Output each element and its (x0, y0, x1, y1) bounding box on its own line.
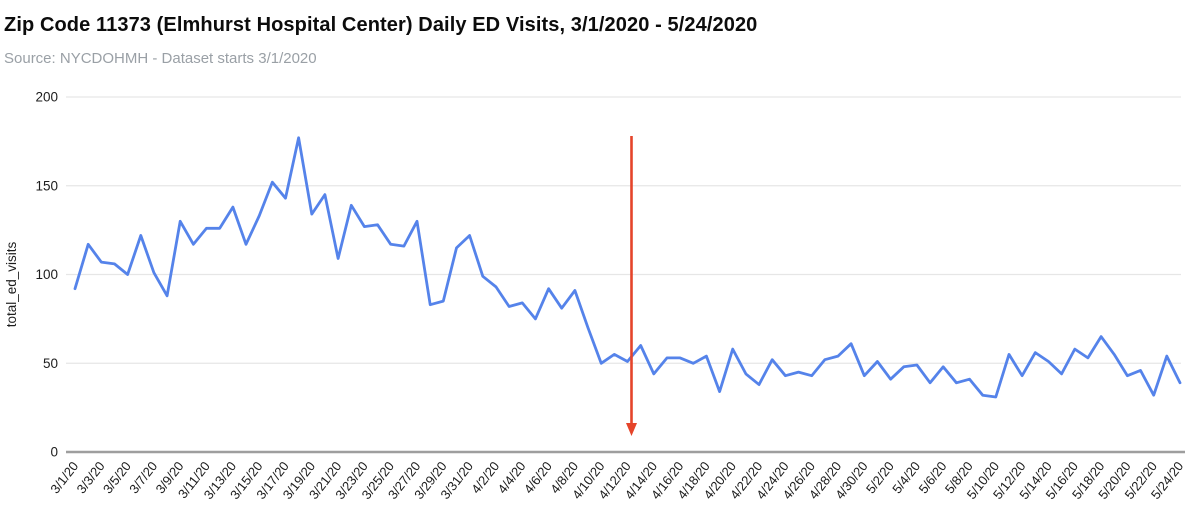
y-axis-labels: 0 50 100 150 200 (35, 90, 58, 460)
gridlines (66, 96, 1181, 364)
x-axis-labels: 3/1/203/3/203/5/203/7/203/9/203/11/203/1… (47, 459, 1186, 502)
y-tick-label: 100 (35, 267, 58, 282)
x-tick-label: 4/2/20 (468, 459, 502, 497)
arrow-head-icon (626, 423, 637, 437)
chart-subtitle: Source: NYCDOHMH - Dataset starts 3/1/20… (4, 50, 317, 67)
y-tick-label: 0 (50, 445, 58, 460)
x-tick-label: 5/6/20 (915, 459, 949, 497)
x-tick-label: 3/5/20 (100, 459, 134, 497)
x-tick-label: 3/3/20 (74, 459, 108, 497)
series-total_ed_visits (73, 136, 1182, 399)
x-tick-label: 4/6/20 (521, 459, 555, 497)
x-tick-label: 3/1/20 (47, 459, 81, 497)
x-tick-label: 3/7/20 (126, 459, 160, 497)
y-axis-title: total_ed_visits (4, 241, 19, 327)
y-tick-label: 50 (43, 356, 58, 371)
chart-title: Zip Code 11373 (Elmhurst Hospital Center… (4, 14, 758, 36)
y-tick-label: 200 (35, 90, 58, 105)
annotation-arrow (626, 136, 637, 437)
x-tick-label: 4/4/20 (495, 459, 529, 497)
x-tick-label: 5/2/20 (863, 459, 897, 497)
y-tick-label: 150 (35, 178, 58, 193)
x-tick-label: 5/4/20 (889, 459, 923, 497)
